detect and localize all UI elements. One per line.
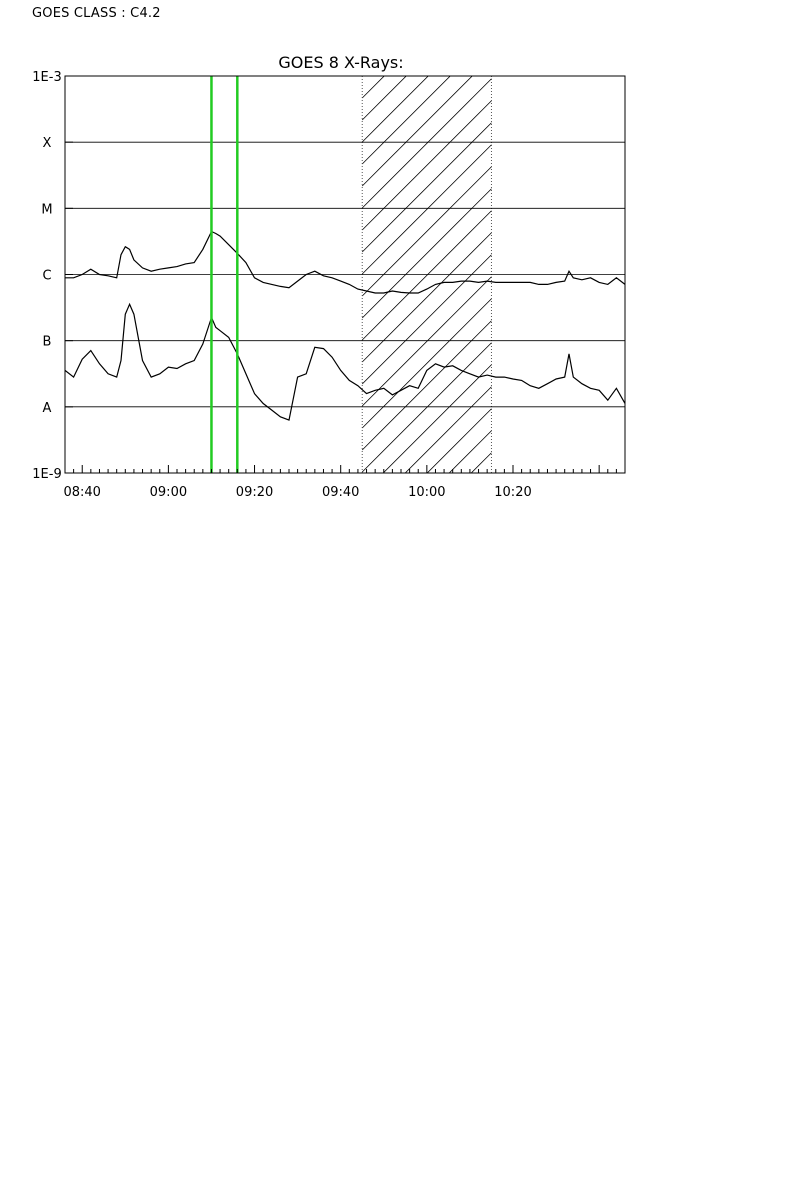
hatch-line: [361, 298, 492, 429]
y-tick-label: 1E-3: [32, 70, 61, 85]
hatch-line: [361, 76, 407, 121]
hatch-line: [361, 188, 492, 319]
y-tick-label: A: [43, 401, 52, 416]
hatch-line: [448, 430, 492, 473]
hatch-line: [361, 78, 492, 209]
hatch-line: [361, 210, 492, 341]
hatch-line: [382, 364, 492, 473]
x-axis: 08:40 09:00 09:20 09:40 10:00 10:20: [63, 465, 626, 500]
y-tick-label: X: [43, 136, 52, 151]
y-tick-label: B: [43, 335, 52, 350]
hatch-line: [361, 320, 492, 451]
hatch-line: [361, 254, 492, 385]
chart-title: GOES 8 X-Rays:: [278, 53, 403, 72]
goes-class-label: GOES CLASS : C4.2: [32, 6, 161, 21]
hatch-line: [361, 76, 473, 187]
y-axis: 1E-3 X M C B A 1E-9: [32, 70, 73, 482]
x-tick-label: 10:20: [494, 485, 531, 500]
x-tick-label: 08:40: [63, 485, 100, 500]
x-tick-label: 09:40: [322, 485, 359, 500]
series-line-short: [65, 302, 625, 421]
series-line-long: [65, 230, 625, 294]
hatch-line: [361, 100, 492, 231]
x-tick-label: 09:20: [236, 485, 273, 500]
hatch-line: [404, 386, 492, 473]
hatch-line: [361, 144, 492, 275]
hatch-line: [361, 122, 492, 253]
hatch-line: [426, 408, 492, 473]
hatch-line: [361, 342, 492, 473]
hatch-line: [361, 76, 429, 143]
y-tick-label: C: [42, 269, 51, 284]
time-markers: [210, 76, 239, 473]
shaded-region: [361, 76, 492, 520]
hatch-line: [361, 232, 492, 363]
x-tick-label: 10:00: [408, 485, 445, 500]
y-tick-label: 1E-9: [32, 467, 61, 482]
class-grid: [65, 141, 625, 408]
y-tick-label: M: [41, 202, 52, 217]
x-tick-label: 09:00: [150, 485, 187, 500]
flux-series: [65, 230, 625, 421]
hatch-line: [362, 497, 491, 520]
hatch-line: [361, 76, 385, 99]
hatch-line: [361, 276, 492, 407]
hatch-line: [362, 519, 491, 520]
hatch-line: [361, 166, 492, 297]
